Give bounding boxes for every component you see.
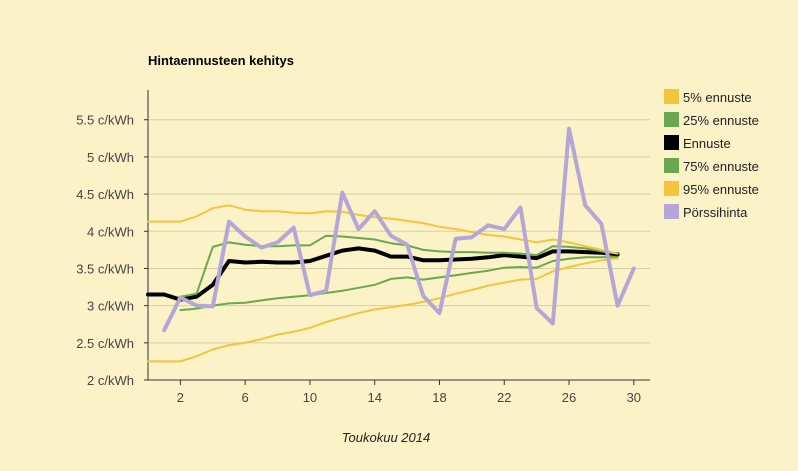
- y-tick-label: 2 c/kWh: [87, 373, 134, 388]
- series-line-ennuste: [146, 246, 620, 302]
- legend-label: 75% ennuste: [683, 159, 759, 174]
- legend-swatch: [664, 89, 679, 104]
- legend-swatch: [664, 135, 679, 150]
- x-tick-label: 30: [627, 390, 641, 405]
- series-line-25-ennuste: [179, 255, 619, 312]
- series-group: [146, 126, 636, 363]
- series-line-5-ennuste: [147, 257, 619, 363]
- legend: 5% ennuste 25% ennuste Ennuste 75% ennuste 9…: [664, 89, 759, 220]
- y-axis: 2 c/kWh 2.5 c/kWh 3 c/kWh 3.5 c/kWh 4 c/kWh 4…: [76, 113, 148, 388]
- legend-label: Pörssihinta: [683, 205, 748, 220]
- legend-swatch: [664, 112, 679, 127]
- y-tick-label: 3 c/kWh: [87, 299, 134, 314]
- y-tick-label: 5.5 c/kWh: [76, 113, 134, 128]
- legend-label: 95% ennuste: [683, 182, 759, 197]
- x-tick-label: 14: [367, 390, 381, 405]
- legend-label: 5% ennuste: [683, 90, 752, 105]
- x-tick-label: 26: [562, 390, 576, 405]
- series-line-75-ennuste: [179, 234, 619, 298]
- y-tick-label: 5 c/kWh: [87, 150, 134, 165]
- legend-label: Ennuste: [683, 136, 731, 151]
- series-line-95-ennuste: [147, 204, 619, 255]
- legend-swatch: [664, 204, 679, 219]
- x-tick-label: 6: [242, 390, 249, 405]
- x-axis: 2 6 10 14 18 22 26 30: [177, 380, 641, 405]
- x-tick-label: 2: [177, 390, 184, 405]
- y-tick-label: 4.5 c/kWh: [76, 187, 134, 202]
- y-tick-label: 2.5 c/kWh: [76, 336, 134, 351]
- legend-label: 25% ennuste: [683, 113, 759, 128]
- series-line-p-rssihinta: [162, 126, 636, 333]
- y-tick-label: 4 c/kWh: [87, 224, 134, 239]
- x-tick-label: 22: [497, 390, 511, 405]
- legend-swatch: [664, 158, 679, 173]
- x-tick-label: 18: [432, 390, 446, 405]
- y-tick-label: 3.5 c/kWh: [76, 261, 134, 276]
- x-tick-label: 10: [303, 390, 317, 405]
- chart-title: Hintaennusteen kehitys: [148, 53, 294, 68]
- x-axis-label: Toukokuu 2014: [342, 430, 430, 445]
- legend-swatch: [664, 181, 679, 196]
